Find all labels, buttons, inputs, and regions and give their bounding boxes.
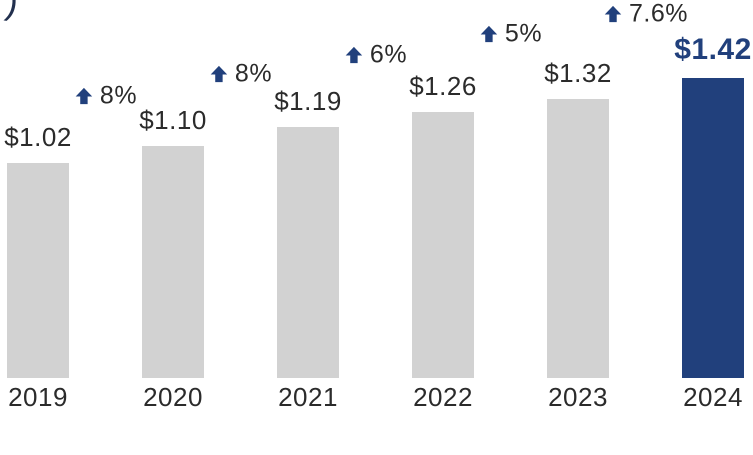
arrow-up-icon [75,87,92,105]
pct-change-marker: 6% [344,41,407,70]
pct-change-label: 6% [369,40,408,69]
bar-2020 [142,146,204,378]
arrow-up-icon [345,46,362,64]
bar-value-label-2020: $1.10 [139,105,207,135]
clipped-title-fragment: ) [3,0,21,23]
pct-change-marker: 7.6% [603,0,688,29]
arrow-up-icon [604,5,621,23]
x-axis-label-2019: 2019 [8,382,68,412]
arrow-up-icon [480,25,497,43]
bar-value-label-2023: $1.32 [544,58,612,88]
pct-change-label: 5% [504,19,543,48]
pct-change-marker: 8% [74,82,137,111]
pct-change-label: 8% [99,81,138,110]
bar-2022 [412,112,474,378]
arrow-up-icon [210,65,227,83]
x-axis-label-2020: 2020 [143,382,203,412]
pct-change-marker: 5% [479,20,542,49]
bar-value-label-2019: $1.02 [4,122,72,152]
bar-2024 [682,78,744,378]
x-axis-label-2021: 2021 [278,382,338,412]
x-axis-label-2022: 2022 [413,382,473,412]
bar-value-label-2021: $1.19 [274,86,342,116]
bar-2021 [277,127,339,378]
x-axis-label-2023: 2023 [548,382,608,412]
pct-change-label: 8% [234,59,273,88]
bar-value-label-2024: $1.42 [674,33,752,66]
bar-2023 [547,99,609,378]
pct-change-marker: 8% [209,60,272,89]
x-axis-label-2024: 2024 [683,382,743,412]
bar-value-label-2022: $1.26 [409,71,477,101]
bar-2019 [7,163,69,378]
pct-change-label: 7.6% [629,0,688,28]
